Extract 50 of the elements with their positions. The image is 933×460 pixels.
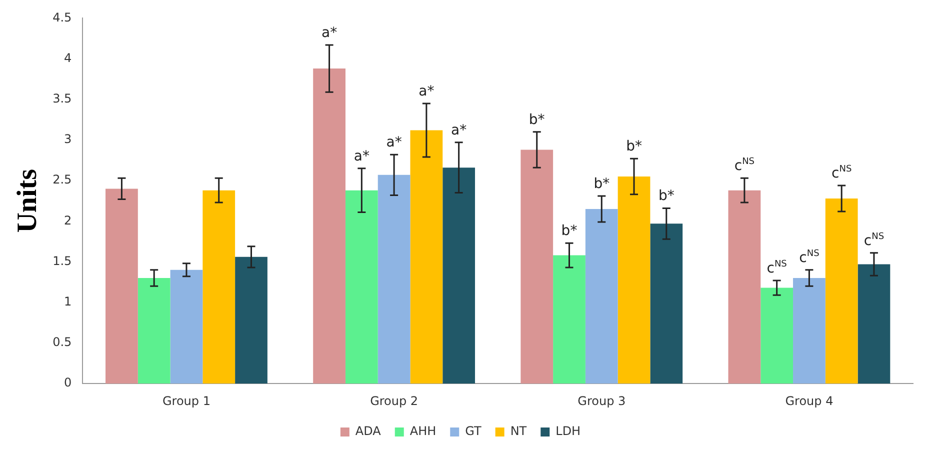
bar [345,190,378,384]
x-tick-label: Group 3 [578,394,626,408]
bar [442,168,476,384]
annotation: a* [386,134,402,151]
bar [202,190,236,384]
annotation: a* [418,83,434,100]
annotation: a* [354,148,370,164]
y-tick-label: 3.5 [52,92,72,106]
y-tick-label: 2.5 [52,172,72,187]
bar [585,209,618,384]
legend-label: AHH [410,424,436,438]
bar [138,278,170,384]
annotation: a* [322,24,338,41]
y-axis-title: Units [12,168,44,233]
annotation: b* [561,223,578,240]
bar [520,150,554,384]
y-tick-label: 0.5 [52,335,72,350]
bar [410,130,443,384]
legend-label: ADA [355,424,382,438]
y-tick-label: 4 [64,50,72,65]
x-tick-label: Group 2 [370,394,418,408]
bar [728,190,761,384]
bar [793,278,826,384]
annotation: b* [658,188,674,204]
annotation: a* [451,122,467,138]
annotation: b* [594,176,610,192]
y-tick-label: 2 [64,213,72,228]
bar [858,264,890,384]
annotation: b* [626,138,642,155]
y-tick-label: 1.5 [52,254,72,268]
x-tick-label: Group 1 [162,394,210,408]
bar [760,288,794,384]
bar [650,224,683,384]
y-tick-label: 3 [64,132,72,146]
bar [106,188,138,384]
bar [618,176,650,384]
bar [313,68,346,384]
bar [825,198,858,384]
bar [235,256,268,384]
y-tick-label: 4.5 [52,10,72,24]
legend-label: NT [510,424,528,438]
x-tick-label: Group 4 [785,394,834,408]
y-tick-label: 0 [64,376,72,390]
bar [553,255,586,384]
annotation: b* [528,112,545,128]
legend-label: GT [465,424,482,438]
legend-label: LDH [556,424,581,438]
y-tick-label: 1 [64,294,72,309]
bar [170,270,203,384]
bar [378,174,410,384]
